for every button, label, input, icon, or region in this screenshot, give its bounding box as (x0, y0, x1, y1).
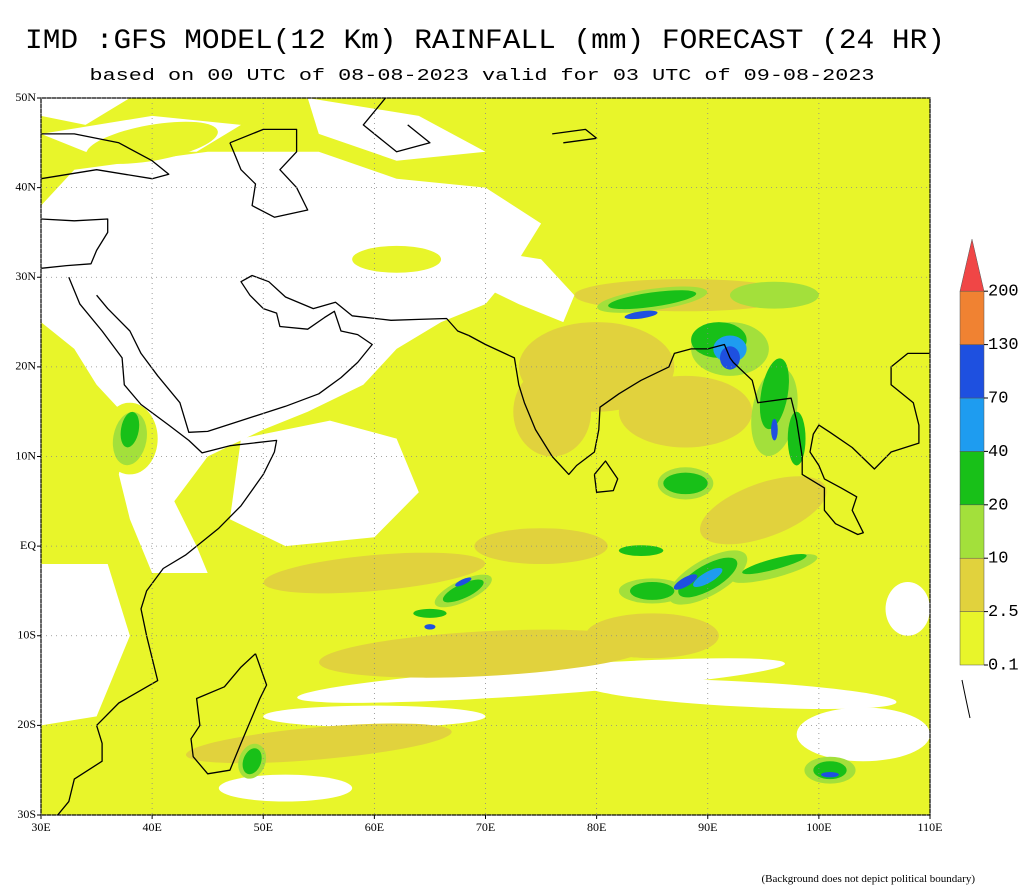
dry-patch (885, 581, 930, 636)
lat-tick-label: 10N (15, 448, 36, 462)
rain-area (618, 375, 753, 448)
rain-area (608, 290, 697, 310)
lon-tick-label: 40E (142, 820, 161, 834)
coastline (41, 133, 170, 180)
coastline (593, 460, 619, 493)
legend-label: 130 (988, 336, 1019, 355)
rain-area (585, 613, 719, 659)
rain-area (352, 245, 442, 273)
rain-area (699, 476, 827, 545)
coastline (190, 653, 268, 775)
legend-tail (961, 679, 971, 719)
dry-patch (263, 705, 486, 728)
rain-area (513, 366, 592, 457)
dry-area (307, 98, 486, 161)
legend-swatch (959, 290, 985, 345)
lat-tick-label: EQ (20, 538, 36, 552)
legend-swatch (959, 557, 985, 612)
rain-area (424, 624, 436, 630)
coastline (552, 128, 598, 144)
dry-area (463, 250, 575, 323)
legend-label: 2.5 (988, 603, 1019, 622)
rain-area (455, 577, 472, 587)
legend-triangle (959, 239, 985, 292)
legend-swatch (959, 397, 985, 452)
dry-patch (585, 679, 897, 709)
lon-tick-label: 100E (806, 820, 831, 834)
rain-area (771, 418, 778, 441)
rain-area (618, 545, 664, 556)
coastline (468, 334, 930, 536)
rain-area (629, 581, 675, 600)
lon-tick-label: 30E (31, 820, 50, 834)
legend-label: 200 (988, 283, 1019, 302)
subtitle: based on 00 UTC of 08-08-2023 valid for … (90, 67, 875, 86)
color-legend: 0.1 2.5 10 20 40 70 130 200 (959, 239, 1019, 675)
rain-area (742, 553, 807, 575)
dry-patch (297, 658, 785, 703)
rain-area (693, 567, 723, 588)
legend-label: 0.1 (988, 656, 1019, 675)
dry-area (41, 98, 130, 125)
lon-tick-label: 80E (587, 820, 606, 834)
lat-tick-label: 10S (17, 628, 36, 642)
coastline (41, 218, 109, 269)
legend-swatch (959, 611, 985, 666)
lon-tick-label: 110E (918, 820, 943, 834)
legend-swatch (959, 504, 985, 559)
dry-area (229, 420, 419, 547)
rain-area (413, 608, 447, 618)
legend-label: 10 (988, 550, 1008, 569)
rain-area (663, 472, 708, 495)
lon-tick-label: 50E (254, 820, 273, 834)
footnote: (Background does not depict political bo… (761, 873, 975, 885)
coastline (362, 98, 431, 153)
lat-tick-label: 30N (15, 269, 36, 283)
rain-area (624, 310, 658, 320)
legend-label: 20 (988, 496, 1008, 515)
lon-tick-label: 60E (365, 820, 384, 834)
legend-swatch (959, 451, 985, 506)
lat-tick-label: 30S (17, 807, 36, 821)
lat-tick-label: 40N (15, 179, 36, 193)
title: IMD :GFS MODEL(12 Km) RAINFALL (mm) FORE… (25, 26, 945, 57)
rain-area (729, 281, 819, 309)
dry-patch (796, 707, 930, 762)
lon-tick-label: 90E (698, 820, 717, 834)
rain-area (673, 574, 698, 590)
dry-area (41, 564, 130, 726)
coastline (57, 277, 278, 815)
dry-patch (218, 774, 353, 802)
legend-swatch (959, 344, 985, 399)
coastline (229, 128, 309, 218)
lon-tick-label: 70E (476, 820, 495, 834)
rain-area (120, 411, 140, 448)
axes: 30E 40E 50E 60E 70E 80E 90E 100E 110E 50N 40N 30N 20… (15, 90, 942, 834)
lat-tick-label: 20S (17, 717, 36, 731)
rain-area (759, 358, 789, 430)
rain-area (86, 121, 218, 164)
lat-tick-label: 50N (15, 90, 36, 104)
rain-area (242, 748, 262, 775)
lat-tick-label: 20N (15, 359, 36, 373)
coastlines (41, 98, 930, 815)
legend-label: 70 (988, 389, 1008, 408)
rain-area (442, 579, 484, 603)
legend-label: 40 (988, 443, 1008, 462)
coastline (96, 274, 470, 433)
rain-area (821, 771, 839, 778)
